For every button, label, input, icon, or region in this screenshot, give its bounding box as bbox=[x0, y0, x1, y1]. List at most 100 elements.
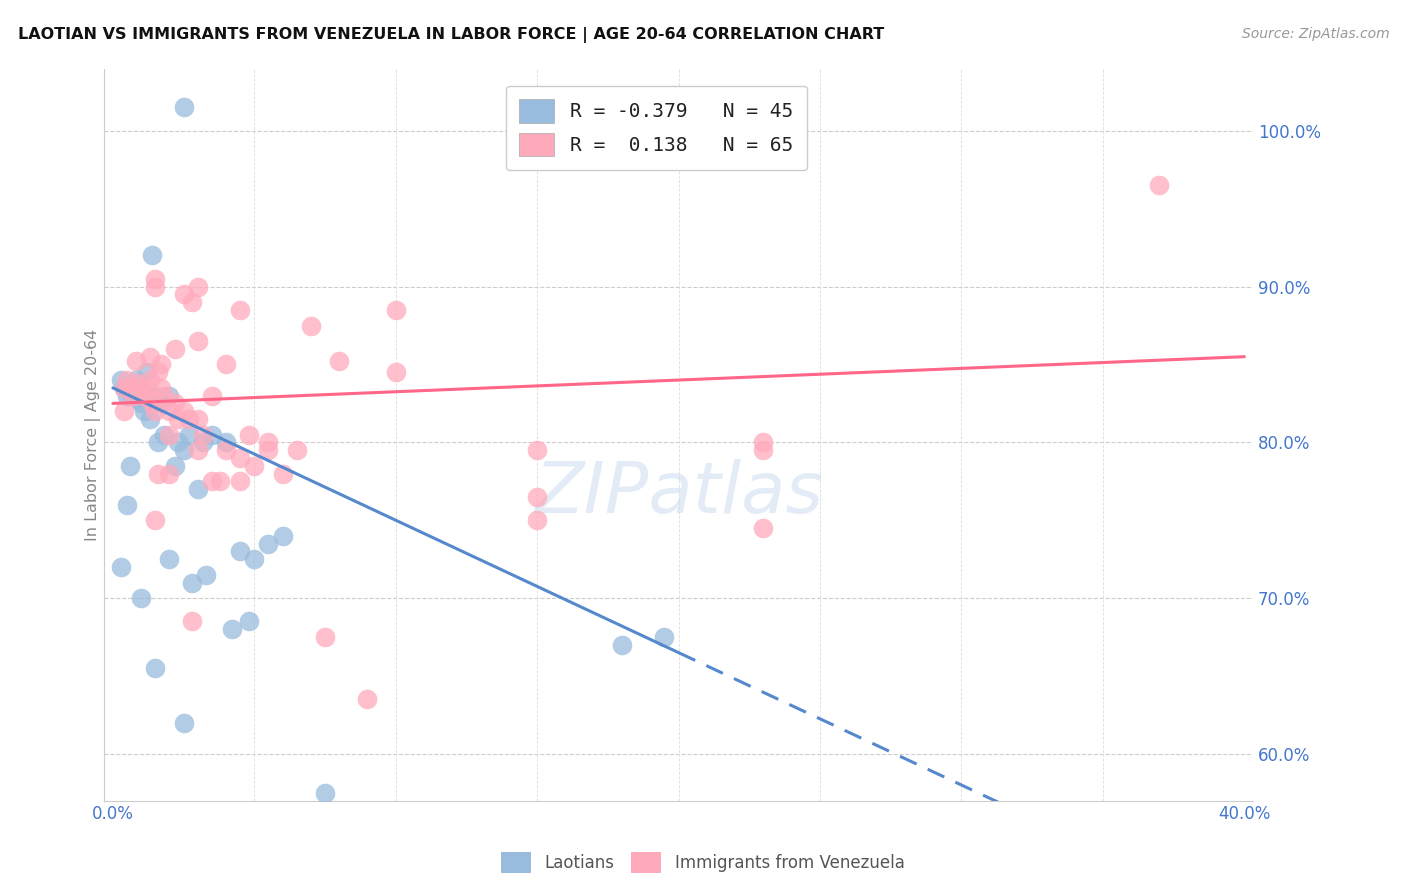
Point bbox=[138, 412, 160, 426]
Point bbox=[181, 575, 204, 590]
Point bbox=[257, 536, 280, 550]
Point bbox=[238, 427, 260, 442]
Point bbox=[149, 396, 172, 410]
Point bbox=[115, 373, 138, 387]
Y-axis label: In Labor Force | Age 20-64: In Labor Force | Age 20-64 bbox=[86, 328, 101, 541]
Point bbox=[129, 381, 152, 395]
Point bbox=[143, 279, 166, 293]
Point bbox=[314, 630, 336, 644]
Point bbox=[112, 381, 135, 395]
Point bbox=[167, 435, 190, 450]
Point bbox=[146, 467, 169, 481]
Point bbox=[187, 482, 209, 496]
Point bbox=[143, 272, 166, 286]
Point bbox=[752, 435, 775, 450]
Point bbox=[118, 381, 141, 395]
Point bbox=[654, 630, 676, 644]
Point bbox=[257, 443, 280, 458]
Point bbox=[110, 560, 132, 574]
Point bbox=[132, 389, 155, 403]
Point bbox=[299, 318, 322, 333]
Point bbox=[271, 529, 294, 543]
Point bbox=[229, 544, 252, 558]
Point bbox=[1149, 178, 1171, 193]
Point bbox=[135, 381, 157, 395]
Point bbox=[146, 365, 169, 379]
Point bbox=[187, 279, 209, 293]
Point bbox=[138, 350, 160, 364]
Point bbox=[271, 467, 294, 481]
Point bbox=[328, 354, 350, 368]
Point bbox=[159, 404, 181, 418]
Point bbox=[143, 661, 166, 675]
Point bbox=[209, 475, 232, 489]
Point bbox=[124, 373, 146, 387]
Point bbox=[181, 295, 204, 310]
Point bbox=[173, 100, 195, 114]
Point bbox=[132, 404, 155, 418]
Point bbox=[159, 389, 181, 403]
Text: ZIPatlas: ZIPatlas bbox=[534, 458, 823, 528]
Point bbox=[187, 412, 209, 426]
Point bbox=[526, 513, 548, 527]
Point bbox=[752, 443, 775, 458]
Point bbox=[752, 521, 775, 535]
Text: LAOTIAN VS IMMIGRANTS FROM VENEZUELA IN LABOR FORCE | AGE 20-64 CORRELATION CHAR: LAOTIAN VS IMMIGRANTS FROM VENEZUELA IN … bbox=[18, 27, 884, 43]
Point bbox=[238, 615, 260, 629]
Point bbox=[215, 435, 238, 450]
Point bbox=[173, 404, 195, 418]
Point bbox=[229, 475, 252, 489]
Point bbox=[121, 381, 143, 395]
Point bbox=[285, 443, 308, 458]
Point bbox=[159, 467, 181, 481]
Point bbox=[181, 615, 204, 629]
Point bbox=[356, 692, 378, 706]
Point bbox=[159, 552, 181, 566]
Point bbox=[201, 475, 224, 489]
Point bbox=[129, 396, 152, 410]
Point bbox=[526, 490, 548, 504]
Point bbox=[195, 567, 218, 582]
Point bbox=[165, 458, 187, 473]
Point bbox=[173, 715, 195, 730]
Point bbox=[124, 354, 146, 368]
Point bbox=[215, 443, 238, 458]
Point bbox=[112, 404, 135, 418]
Point bbox=[115, 389, 138, 403]
Point bbox=[179, 412, 201, 426]
Point bbox=[229, 450, 252, 465]
Point bbox=[141, 396, 163, 410]
Point bbox=[146, 435, 169, 450]
Point bbox=[201, 389, 224, 403]
Legend: Laotians, Immigrants from Venezuela: Laotians, Immigrants from Venezuela bbox=[495, 846, 911, 880]
Point bbox=[526, 443, 548, 458]
Point bbox=[149, 381, 172, 395]
Point bbox=[384, 365, 406, 379]
Point bbox=[141, 248, 163, 262]
Point bbox=[118, 458, 141, 473]
Point bbox=[127, 376, 149, 391]
Point bbox=[257, 435, 280, 450]
Point bbox=[143, 513, 166, 527]
Point bbox=[138, 373, 160, 387]
Point bbox=[179, 427, 201, 442]
Point bbox=[149, 358, 172, 372]
Point bbox=[165, 396, 187, 410]
Point bbox=[143, 404, 166, 418]
Point bbox=[153, 427, 176, 442]
Point bbox=[159, 427, 181, 442]
Point bbox=[187, 334, 209, 348]
Point bbox=[153, 389, 176, 403]
Point bbox=[118, 385, 141, 400]
Point bbox=[193, 435, 215, 450]
Point bbox=[243, 552, 266, 566]
Point bbox=[167, 412, 190, 426]
Point bbox=[384, 302, 406, 317]
Point bbox=[112, 381, 135, 395]
Point bbox=[135, 365, 157, 379]
Point bbox=[229, 302, 252, 317]
Point bbox=[209, 817, 232, 831]
Legend: R = -0.379   N = 45, R =  0.138   N = 65: R = -0.379 N = 45, R = 0.138 N = 65 bbox=[506, 86, 807, 170]
Point bbox=[314, 786, 336, 800]
Point bbox=[221, 622, 243, 636]
